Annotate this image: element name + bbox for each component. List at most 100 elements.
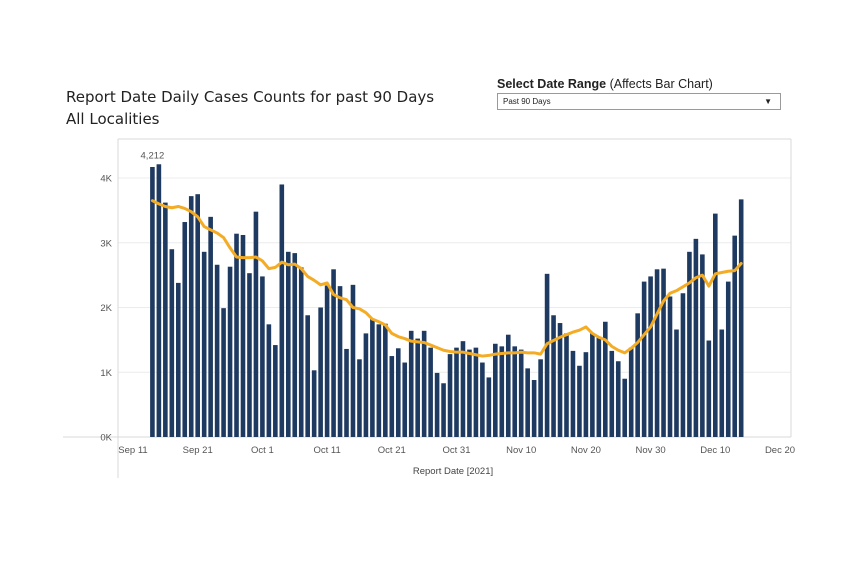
bar bbox=[557, 323, 563, 437]
bar bbox=[441, 383, 446, 437]
bar bbox=[473, 347, 479, 437]
bar bbox=[188, 196, 194, 437]
bar bbox=[518, 349, 524, 437]
bar bbox=[337, 286, 343, 437]
bar bbox=[544, 273, 550, 437]
bar bbox=[324, 285, 330, 437]
bar bbox=[480, 362, 485, 437]
bar bbox=[266, 324, 272, 437]
y-axis-ticks: 0K 1K 2K 3K 4K bbox=[100, 174, 112, 444]
bar bbox=[240, 234, 246, 437]
bar bbox=[654, 269, 660, 437]
average-line-series bbox=[150, 199, 743, 358]
bar bbox=[434, 372, 440, 437]
bar bbox=[687, 251, 692, 437]
bar bbox=[486, 377, 492, 437]
bar bbox=[732, 235, 738, 437]
x-tick-label: Nov 10 bbox=[506, 445, 536, 456]
bar bbox=[363, 333, 369, 437]
x-axis-ticks: Sep 11 Sep 21 Oct 1 Oct 11 Oct 21 Oct 31 Nov 1… bbox=[118, 445, 795, 456]
x-tick-label: Dec 20 bbox=[765, 445, 795, 456]
date-range-select[interactable]: Past 90 Days ▼ bbox=[497, 93, 781, 110]
bar bbox=[713, 213, 718, 437]
bar bbox=[641, 281, 647, 437]
bar bbox=[357, 359, 362, 437]
y-tick-label: 2K bbox=[100, 303, 112, 314]
bar bbox=[370, 319, 375, 437]
dropdown-arrow-icon: ▼ bbox=[764, 97, 772, 106]
x-tick-label: Oct 1 bbox=[251, 445, 274, 456]
bar bbox=[156, 164, 162, 437]
bar bbox=[719, 329, 725, 437]
x-tick-label: Sep 11 bbox=[118, 445, 147, 456]
bar bbox=[499, 346, 505, 437]
bar bbox=[661, 268, 666, 437]
bar bbox=[428, 347, 433, 437]
bar bbox=[505, 334, 511, 437]
bar bbox=[700, 254, 705, 437]
bar bbox=[285, 251, 291, 437]
bar bbox=[175, 282, 181, 437]
bar bbox=[706, 340, 712, 437]
x-axis-title: Report Date [2021] bbox=[413, 466, 493, 477]
bar bbox=[227, 266, 233, 437]
bar bbox=[460, 341, 466, 437]
bar bbox=[725, 281, 731, 437]
bar bbox=[260, 276, 265, 437]
chart-title-line2: All Localities bbox=[66, 110, 160, 128]
bar bbox=[318, 307, 323, 437]
bar bbox=[609, 350, 615, 437]
y-tick-label: 3K bbox=[100, 238, 112, 249]
bar bbox=[531, 380, 537, 437]
bar bbox=[279, 184, 285, 437]
y-tick-label: 4K bbox=[100, 174, 112, 185]
x-tick-label: Oct 21 bbox=[378, 445, 406, 456]
bar-series bbox=[150, 164, 744, 438]
bar bbox=[350, 284, 356, 437]
x-tick-label: Oct 31 bbox=[443, 445, 471, 456]
average-line bbox=[150, 199, 743, 358]
bar bbox=[311, 370, 317, 437]
bar bbox=[622, 378, 628, 437]
bar bbox=[493, 343, 498, 437]
bar bbox=[402, 362, 408, 437]
bar bbox=[344, 348, 349, 437]
bar bbox=[415, 338, 420, 437]
bar bbox=[389, 356, 395, 437]
bar bbox=[421, 330, 427, 437]
bar bbox=[214, 264, 220, 437]
bar bbox=[292, 253, 298, 437]
bar bbox=[298, 267, 304, 437]
bar bbox=[150, 166, 155, 438]
bar bbox=[253, 211, 259, 437]
chart-title: Report Date Daily Cases Counts for past … bbox=[66, 86, 434, 130]
bar bbox=[693, 238, 699, 437]
bar bbox=[169, 249, 175, 437]
bar bbox=[590, 333, 595, 437]
bar bbox=[208, 216, 213, 437]
date-range-selected-value: Past 90 Days bbox=[503, 97, 551, 106]
bar bbox=[583, 352, 589, 437]
date-range-filter-label: Select Date Range (Affects Bar Chart) bbox=[497, 77, 713, 91]
y-tick-label: 1K bbox=[100, 368, 112, 379]
x-tick-label: Dec 10 bbox=[700, 445, 730, 456]
bar bbox=[234, 233, 239, 437]
bar bbox=[648, 276, 653, 437]
bar bbox=[667, 296, 673, 437]
bar bbox=[551, 315, 556, 437]
bar bbox=[201, 251, 207, 437]
bar bbox=[674, 329, 679, 437]
bar bbox=[331, 269, 336, 437]
x-tick-label: Nov 20 bbox=[571, 445, 601, 456]
bar bbox=[163, 202, 168, 437]
bar bbox=[247, 273, 252, 437]
filter-label-bold: Select Date Range bbox=[497, 77, 607, 91]
bar bbox=[221, 308, 226, 437]
x-tick-label: Oct 11 bbox=[313, 445, 340, 456]
bar bbox=[628, 347, 634, 437]
bar bbox=[376, 324, 382, 437]
chart-title-line1: Report Date Daily Cases Counts for past … bbox=[66, 88, 435, 106]
bar bbox=[182, 222, 188, 437]
bar bbox=[195, 194, 200, 437]
